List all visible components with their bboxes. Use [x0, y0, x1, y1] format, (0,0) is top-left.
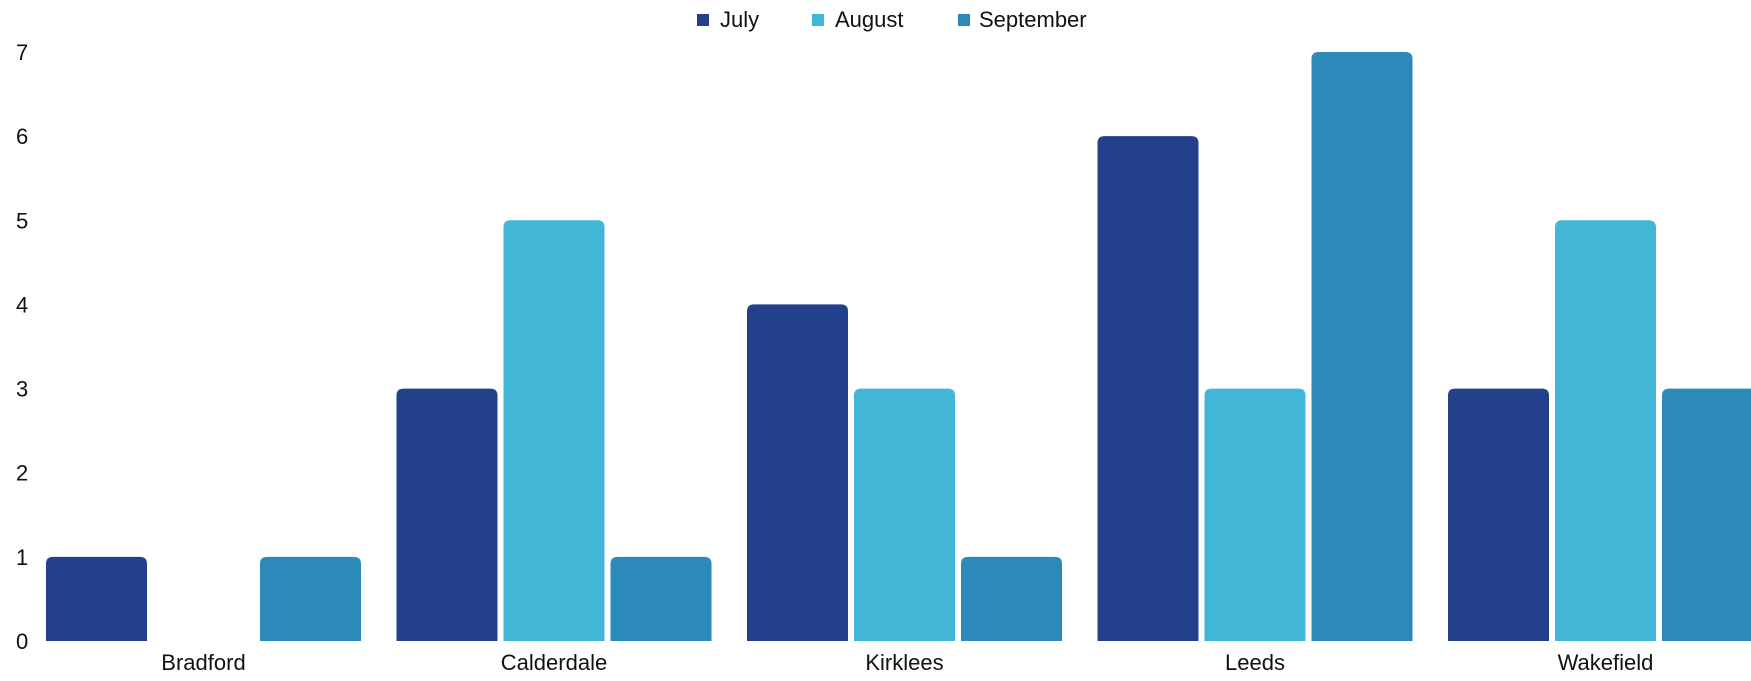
bar-leeds-august [1204, 388, 1306, 641]
y-tick-label: 2 [16, 461, 28, 486]
bar-leeds-september [1311, 52, 1413, 641]
bar-kirklees-july [747, 304, 848, 641]
y-tick-label: 1 [16, 545, 28, 570]
bar-calderdale-september [610, 556, 712, 641]
bar-wakefield-august [1555, 220, 1656, 642]
bar-kirklees-august [854, 388, 955, 641]
legend-label-august: August [835, 7, 904, 32]
bars [46, 52, 1751, 642]
bar-wakefield-july [1448, 388, 1549, 641]
x-tick-label: Kirklees [865, 650, 943, 675]
y-tick-label: 5 [16, 208, 28, 233]
legend-swatch-july [697, 14, 709, 26]
legend-swatch-september [958, 14, 970, 26]
bar-calderdale-july [396, 388, 498, 641]
y-tick-label: 3 [16, 377, 28, 402]
legend-label-july: July [720, 7, 759, 32]
y-tick-label: 6 [16, 124, 28, 149]
y-tick-label: 7 [16, 40, 28, 65]
legend: July August September [697, 7, 1087, 32]
x-tick-label: Wakefield [1558, 650, 1654, 675]
y-tick-label: 4 [16, 292, 28, 317]
y-tick-label: 0 [16, 629, 28, 654]
bar-wakefield-september [1662, 388, 1751, 641]
x-tick-label: Leeds [1225, 650, 1285, 675]
x-axis: Bradford Calderdale Kirklees Leeds Wakefield [161, 650, 1653, 675]
bar-kirklees-september [961, 556, 1062, 641]
bar-bradford-july [46, 556, 147, 641]
y-axis: 0 1 2 3 4 5 6 7 [16, 40, 28, 654]
legend-label-september: September [979, 7, 1087, 32]
bar-bradford-september [260, 556, 361, 641]
x-tick-label: Calderdale [501, 650, 607, 675]
bar-calderdale-august [503, 220, 605, 642]
bar-leeds-july [1097, 136, 1199, 641]
legend-swatch-august [812, 14, 824, 26]
x-tick-label: Bradford [161, 650, 245, 675]
